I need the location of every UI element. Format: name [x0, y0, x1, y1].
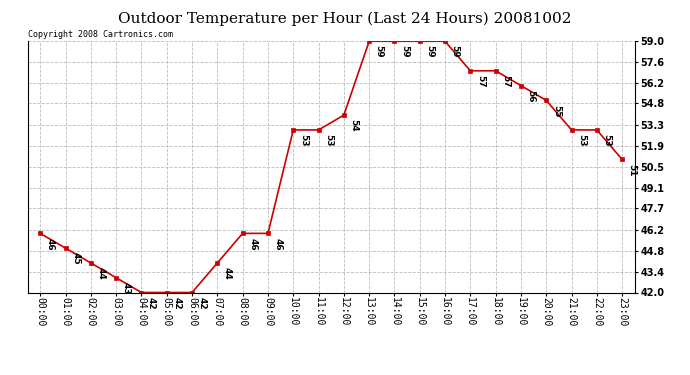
Text: Copyright 2008 Cartronics.com: Copyright 2008 Cartronics.com	[28, 30, 172, 39]
Text: Outdoor Temperature per Hour (Last 24 Hours) 20081002: Outdoor Temperature per Hour (Last 24 Ho…	[118, 11, 572, 26]
Text: 46: 46	[273, 237, 282, 250]
Text: 42: 42	[172, 297, 181, 309]
Text: 44: 44	[223, 267, 232, 280]
Text: 57: 57	[476, 75, 485, 88]
Text: 42: 42	[147, 297, 156, 309]
Text: 46: 46	[248, 237, 257, 250]
Text: 45: 45	[71, 252, 80, 265]
Text: 51: 51	[628, 164, 637, 176]
Text: 44: 44	[97, 267, 106, 280]
Text: 59: 59	[451, 45, 460, 58]
Text: 53: 53	[577, 134, 586, 147]
Text: 46: 46	[46, 237, 55, 250]
Text: 42: 42	[197, 297, 206, 309]
Text: 53: 53	[299, 134, 308, 147]
Text: 54: 54	[349, 119, 358, 132]
Text: 43: 43	[121, 282, 130, 294]
Text: 59: 59	[400, 45, 409, 58]
Text: 53: 53	[602, 134, 611, 147]
Text: 57: 57	[501, 75, 510, 88]
Text: 56: 56	[526, 90, 535, 102]
Text: 59: 59	[375, 45, 384, 58]
Text: 53: 53	[324, 134, 333, 147]
Text: 55: 55	[552, 105, 561, 117]
Text: 59: 59	[425, 45, 434, 58]
